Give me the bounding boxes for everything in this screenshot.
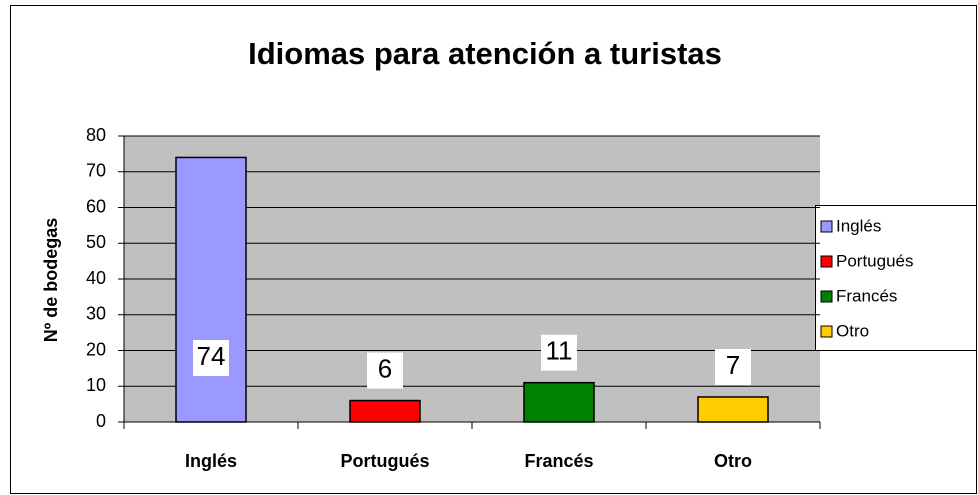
x-tick-label: Inglés [185, 451, 237, 471]
legend-label: Francés [836, 286, 897, 305]
data-label: 7 [726, 350, 740, 380]
x-tick-label: Otro [714, 451, 752, 471]
y-tick-label: 10 [86, 375, 106, 395]
y-tick-label: 20 [86, 339, 106, 359]
chart-title: Idiomas para atención a turistas [248, 36, 722, 71]
bar [175, 156, 247, 423]
y-tick-label: 40 [86, 268, 106, 288]
legend [815, 205, 977, 351]
legend-swatch [820, 220, 833, 233]
data-label-bg [193, 340, 229, 376]
y-tick-label: 0 [96, 411, 106, 431]
y-tick-label: 30 [86, 304, 106, 324]
y-tick-label: 60 [86, 196, 106, 216]
data-label: 74 [197, 341, 226, 371]
bar [697, 396, 769, 423]
data-label: 6 [378, 353, 392, 383]
legend-label: Otro [836, 321, 869, 340]
data-label-bg [715, 348, 751, 385]
y-axis-label: Nº de bodegas [41, 218, 61, 343]
x-tick-label: Portugués [340, 451, 429, 471]
legend-label: Inglés [836, 216, 881, 235]
bar [349, 399, 421, 423]
data-label: 11 [546, 336, 573, 366]
legend-swatch [820, 325, 833, 338]
legend-label: Portugués [836, 251, 914, 270]
legend-swatch [820, 255, 833, 268]
data-label-bg [541, 334, 577, 371]
y-tick-label: 50 [86, 232, 106, 252]
data-label-bg [367, 352, 403, 389]
bar [523, 381, 595, 423]
legend-swatch [820, 290, 833, 303]
y-tick-label: 80 [86, 125, 106, 145]
x-tick-label: Francés [524, 451, 593, 471]
y-tick-label: 70 [86, 161, 106, 181]
